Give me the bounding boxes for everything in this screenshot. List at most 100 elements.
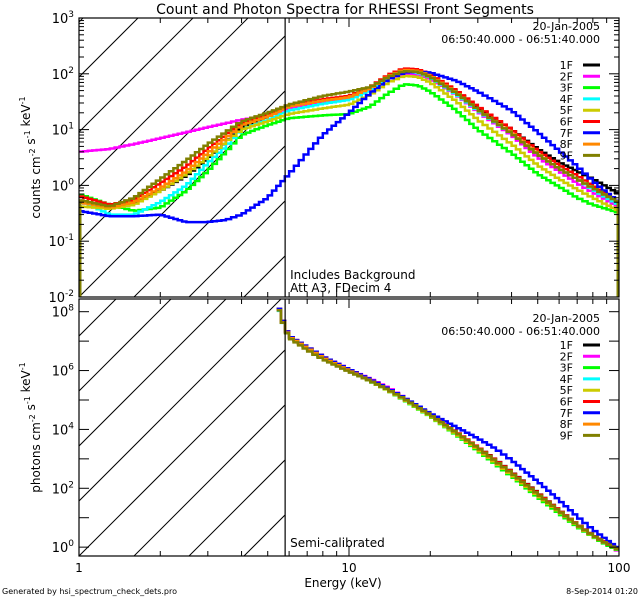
y-tick-base: 10: [52, 423, 69, 438]
x-tick-label: 10: [341, 561, 356, 575]
y-tick-base: 10: [48, 291, 65, 306]
hatch-line: [79, 35, 286, 243]
y-axis-label-part: keV: [19, 369, 33, 396]
legend-label-1F: 1F: [560, 339, 573, 352]
hatch-line: [409, 256, 640, 556]
y-tick-exp: -2: [65, 289, 74, 299]
y-axis-label-exp: -1: [18, 362, 27, 370]
series-9F: [79, 69, 619, 208]
y-tick-label: 10-1: [48, 233, 74, 250]
y-tick-base: 10: [52, 482, 69, 497]
y-axis-label-part: cm: [29, 422, 43, 444]
y-axis-label-exp: -2: [28, 148, 37, 156]
y-tick-base: 10: [52, 541, 69, 556]
legend-label-5F: 5F: [560, 384, 573, 397]
hatch-line: [79, 18, 194, 133]
hatch-line: [79, 18, 84, 23]
y-tick-exp: 8: [68, 304, 74, 314]
series-group: [79, 67, 619, 297]
date-label: 20-Jan-2005: [533, 312, 601, 325]
hatch-line: [188, 459, 286, 556]
y-axis-label-exp: -1: [18, 96, 27, 104]
hatch-line: [79, 18, 139, 78]
hatched-region: [79, 256, 640, 556]
hatch-line: [133, 145, 286, 297]
y-tick-base: 10: [52, 179, 69, 194]
y-axis-label-exp: -1: [23, 396, 32, 404]
y-tick-label: 104: [52, 421, 75, 438]
y-tick-exp: 0: [68, 539, 74, 549]
hatch-line: [79, 299, 172, 392]
legend-label-7F: 7F: [560, 407, 573, 420]
y-tick-exp: 0: [68, 177, 74, 187]
hatch-line: [79, 90, 286, 297]
y-tick-base: 10: [52, 365, 69, 380]
legend-label-9F: 9F: [560, 429, 573, 442]
legend-label-6F: 6F: [560, 396, 573, 409]
y-axis-label-part: photons: [29, 444, 43, 492]
legend-label-3F: 3F: [560, 82, 573, 95]
y-tick-label: 102: [52, 480, 74, 497]
y-axis-label-part: counts: [29, 178, 43, 218]
y-tick-exp: 3: [68, 10, 74, 20]
y-tick-exp: 2: [68, 480, 74, 490]
legend-label-5F: 5F: [560, 104, 573, 117]
hatch-line: [79, 299, 282, 502]
y-tick-base: 10: [52, 68, 69, 83]
date-label: 20-Jan-2005: [533, 20, 601, 33]
y-tick-label: 101: [52, 122, 74, 139]
y-tick-label: 108: [52, 304, 75, 321]
legend-label-4F: 4F: [560, 373, 573, 386]
y-tick-base: 10: [52, 124, 69, 139]
chart-title: Count and Photon Spectra for RHESSI Fron…: [156, 2, 534, 18]
y-tick-base: 10: [52, 306, 69, 321]
hatch-line: [464, 256, 640, 556]
y-axis-label: photons cm-2 s-1 keV-1: [18, 362, 43, 493]
legend-label-8F: 8F: [560, 418, 573, 431]
y-axis-label-exp: -2: [28, 414, 37, 422]
y-tick-exp: 1: [68, 122, 74, 132]
y-axis-label-part: keV: [19, 104, 33, 131]
hatch-line: [188, 200, 286, 297]
x-tick-label: 100: [608, 561, 631, 575]
y-axis-label-part: cm: [29, 156, 43, 178]
y-tick-exp: 4: [68, 421, 74, 431]
legend-label-9F: 9F: [560, 149, 573, 162]
y-tick-base: 10: [52, 12, 69, 27]
annotation: Includes Background: [290, 268, 415, 282]
y-tick-label: 10-2: [48, 289, 74, 306]
hatch-line: [519, 256, 640, 556]
y-tick-label: 100: [52, 539, 75, 556]
y-axis-label-part: s: [24, 138, 38, 148]
hatch-line: [79, 349, 286, 556]
annotation: Att A3, FDecim 4: [290, 281, 391, 295]
y-axis-label: counts cm-2 s-1 keV-1: [18, 96, 43, 218]
legend-label-2F: 2F: [560, 70, 573, 83]
footer-generated-by: Generated by hsi_spectrum_check_dets.pro: [2, 587, 177, 596]
series-group: [276, 307, 619, 552]
x-axis-label: Energy (keV): [304, 576, 381, 590]
legend-label-3F: 3F: [560, 362, 573, 375]
y-tick-base: 10: [48, 235, 65, 250]
y-tick-label: 103: [52, 10, 74, 27]
legend-label-7F: 7F: [560, 127, 573, 140]
y-tick-label: 100: [52, 177, 75, 194]
y-tick-exp: 2: [68, 66, 74, 76]
hatch-line: [133, 404, 286, 556]
hatch-line: [354, 256, 640, 556]
y-tick-label: 102: [52, 66, 74, 83]
series-7F: [79, 70, 619, 224]
legend-label-6F: 6F: [560, 116, 573, 129]
hatch-line: [79, 299, 117, 337]
hatch-line: [79, 299, 227, 447]
footer-timestamp: 8-Sep-2014 01:20: [566, 587, 638, 596]
legend-label-1F: 1F: [560, 59, 573, 72]
x-tick-label: 1: [75, 561, 83, 575]
legend-label-2F: 2F: [560, 350, 573, 363]
legend-label-4F: 4F: [560, 93, 573, 106]
time-range-label: 06:50:40.000 - 06:51:40.000: [441, 33, 600, 46]
y-axis-label-exp: -1: [23, 130, 32, 138]
